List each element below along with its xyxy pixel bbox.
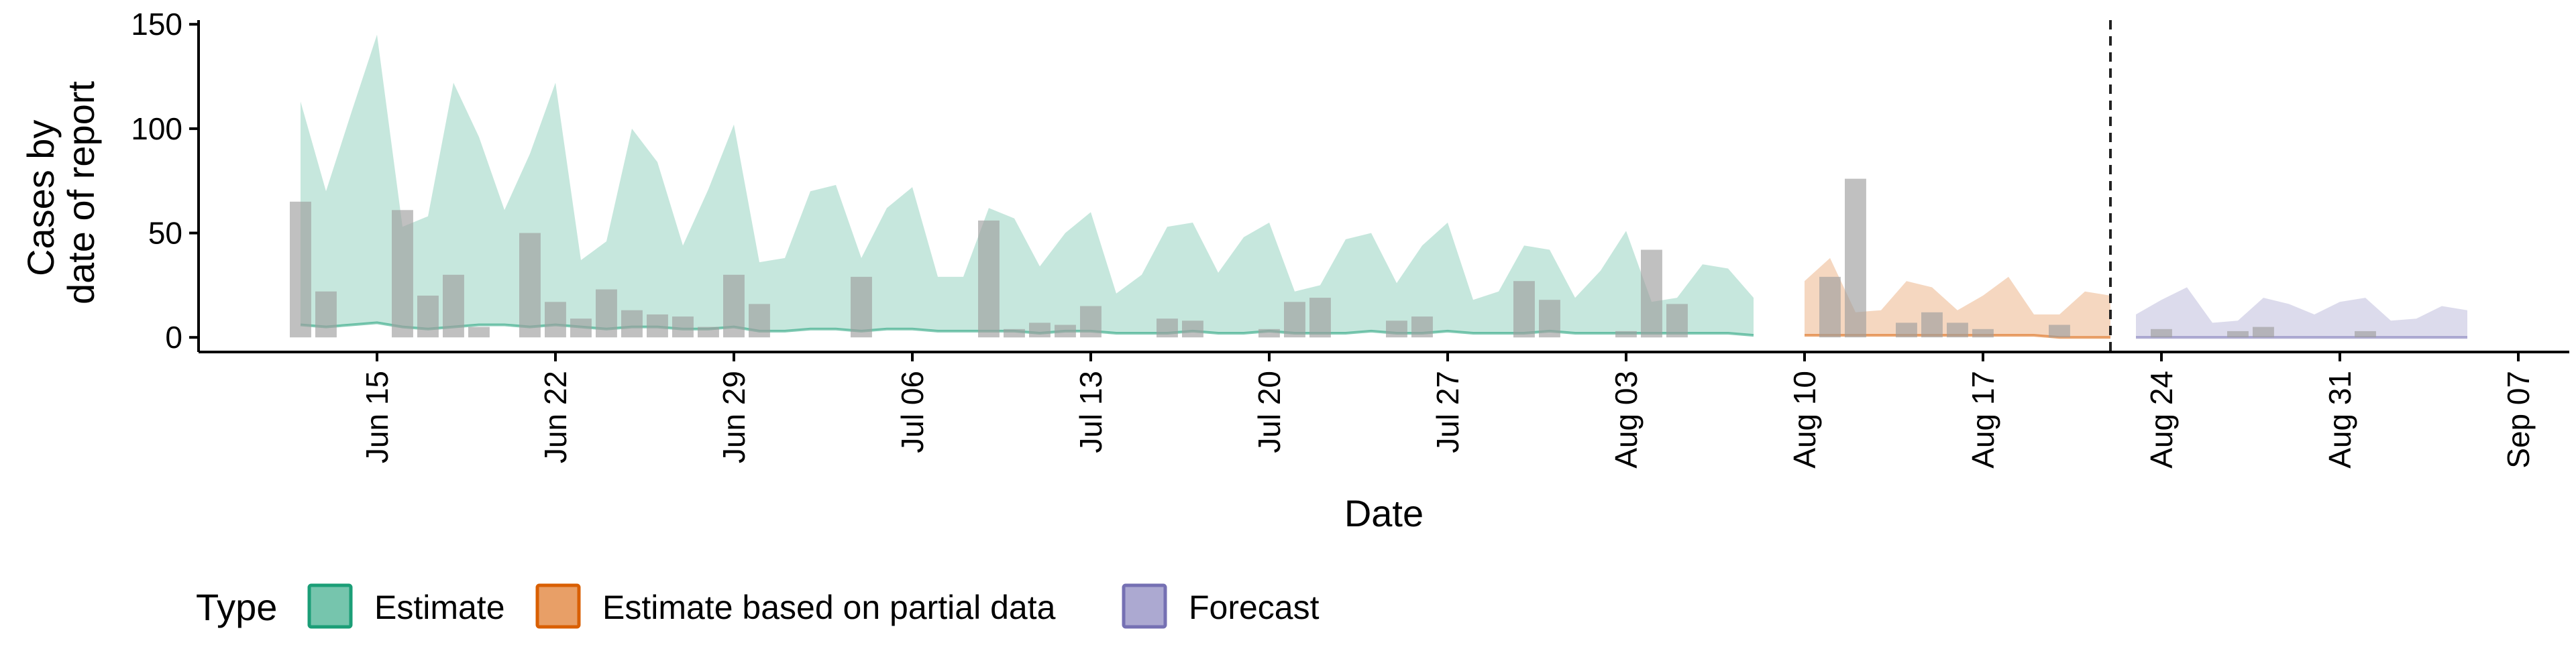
ribbon-lower-estimate <box>300 321 1754 337</box>
observed-case-bar <box>570 318 592 338</box>
observed-case-bar <box>392 210 413 338</box>
observed-case-bar <box>978 220 1000 338</box>
observed-case-bar <box>468 327 490 338</box>
legend-label-estimate: Estimate <box>374 589 505 626</box>
legend: Type Estimate Estimate based on partial d… <box>196 583 1320 629</box>
observed-case-bar <box>1182 320 1203 338</box>
x-tick-label: Aug 24 <box>2144 371 2179 469</box>
ribbon-layer <box>301 34 2467 338</box>
y-axis-title-line-2: date of report <box>60 81 102 305</box>
observed-bars-layer <box>290 178 2376 338</box>
observed-case-bar <box>1004 329 1025 338</box>
y-tick-label: 50 <box>148 216 182 251</box>
ribbon-forecast <box>2136 287 2467 338</box>
x-tick-label: Sep 07 <box>2501 371 2536 469</box>
observed-case-bar <box>443 274 464 338</box>
y-tick-label: 150 <box>131 7 182 42</box>
legend-swatch-estimate <box>307 583 353 629</box>
observed-case-bar <box>749 304 770 338</box>
observed-case-bar <box>1539 300 1560 338</box>
observed-case-bar <box>672 316 694 338</box>
observed-case-bar <box>1386 320 1407 338</box>
x-tick-label: Jul 13 <box>1073 371 1108 453</box>
observed-case-bar <box>2227 331 2249 338</box>
observed-case-bar <box>1845 178 1866 338</box>
ribbon-estimate <box>301 34 1754 336</box>
observed-case-bar <box>315 291 337 338</box>
observed-case-bar <box>2049 325 2070 338</box>
legend-label-forecast: Forecast <box>1189 589 1320 626</box>
legend-label-estimate-based-on-partial-data: Estimate based on partial data <box>602 589 1056 626</box>
x-tick-label: Jul 06 <box>895 371 930 453</box>
observed-case-bar <box>1896 322 1917 338</box>
observed-case-bar <box>723 274 745 338</box>
y-axis-title: Cases by date of report <box>19 81 102 305</box>
observed-case-bar <box>2355 331 2376 338</box>
observed-case-bar <box>596 289 617 338</box>
observed-case-bar <box>1157 318 1178 338</box>
x-tick-label: Jun 29 <box>716 371 751 463</box>
x-tick-label: Aug 31 <box>2322 371 2357 469</box>
observed-case-bar <box>1972 329 1994 338</box>
observed-case-bar <box>1055 325 1076 338</box>
x-tick-label: Jun 15 <box>360 371 394 463</box>
observed-case-bar <box>1921 312 1943 338</box>
observed-case-bar <box>1641 249 1662 338</box>
observed-case-bar <box>1258 329 1280 338</box>
observed-case-bar <box>1080 306 1102 338</box>
observed-case-bar <box>1819 276 1841 338</box>
legend-swatch-forecast <box>1122 583 1167 629</box>
x-tick-label: Aug 03 <box>1609 371 1644 469</box>
observed-case-bar <box>1029 322 1051 338</box>
observed-case-bar <box>290 201 311 338</box>
observed-case-bar <box>545 302 566 338</box>
x-tick-label: Jul 27 <box>1430 371 1465 453</box>
observed-case-bar <box>417 295 439 338</box>
x-tick-label: Jul 20 <box>1252 371 1287 453</box>
observed-case-bar <box>1284 302 1305 338</box>
observed-case-bar <box>1947 322 1968 338</box>
observed-case-bar <box>698 327 719 338</box>
legend-title: Type <box>196 586 277 628</box>
x-tick-label: Jun 22 <box>538 371 573 463</box>
observed-case-bar <box>2151 329 2172 338</box>
observed-case-bar <box>621 310 643 338</box>
x-tick-label: Aug 17 <box>1966 371 2000 469</box>
observed-case-bar <box>1411 316 1433 338</box>
observed-case-bar <box>1666 304 1688 338</box>
observed-case-bar <box>519 233 541 338</box>
observed-case-bar <box>647 314 668 338</box>
observed-case-bar <box>2253 327 2274 338</box>
observed-case-bar <box>1615 331 1637 338</box>
x-axis-title: Date <box>1344 492 1424 534</box>
axes-layer: 0 50 100 150 Jun 15 Jun 22 Jun 29 Jul 06 Jul 13 J… <box>131 7 2569 469</box>
observed-case-bar <box>1513 281 1535 338</box>
y-tick-label: 0 <box>165 320 182 355</box>
y-axis-title-line-1: Cases by <box>19 120 62 276</box>
x-tick-label: Aug 10 <box>1787 371 1822 469</box>
legend-swatch-estimate-based-on-partial-data <box>535 583 581 629</box>
observed-case-bar <box>851 276 872 338</box>
y-tick-label: 100 <box>131 111 182 146</box>
ribbon-estimate-based-on-partial-data <box>1805 257 2110 338</box>
observed-case-bar <box>1309 298 1331 338</box>
